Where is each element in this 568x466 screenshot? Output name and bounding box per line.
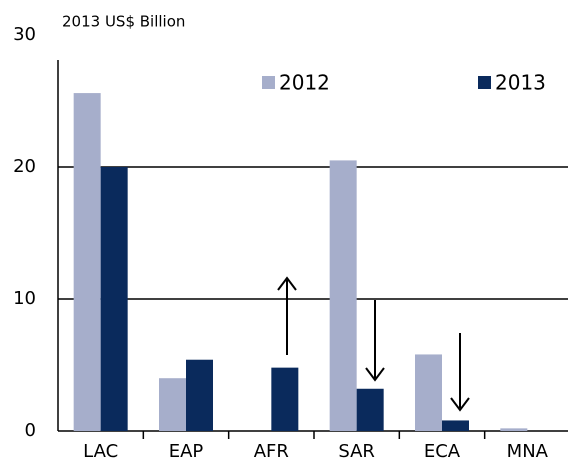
bar [100,167,128,431]
legend-swatch [262,76,275,89]
x-tick-label: MNA [507,441,549,462]
x-tick-label: EAP [169,441,204,462]
bar [500,428,528,431]
x-tick-label: SAR [338,441,375,462]
y-tick-label: 20 [13,156,36,177]
x-tick-label: AFR [254,441,289,462]
legend-label: 2012 [279,71,330,95]
y-tick-label: 30 [13,24,36,45]
bar [415,354,442,431]
bar [159,378,186,431]
x-tick-label: LAC [83,441,118,462]
unit-label: 2013 US$ Billion [62,13,185,31]
bar [73,93,101,431]
bar [442,420,469,431]
legend-label: 2013 [495,71,546,95]
y-tick-label: 10 [13,288,36,309]
bar [186,359,213,431]
y-tick-label: 0 [25,420,36,441]
bar [329,160,357,431]
bar [356,388,384,431]
legend-swatch [478,76,491,89]
bar [271,367,299,431]
annotation-arrows [277,276,470,412]
x-tick-label: ECA [424,441,461,462]
